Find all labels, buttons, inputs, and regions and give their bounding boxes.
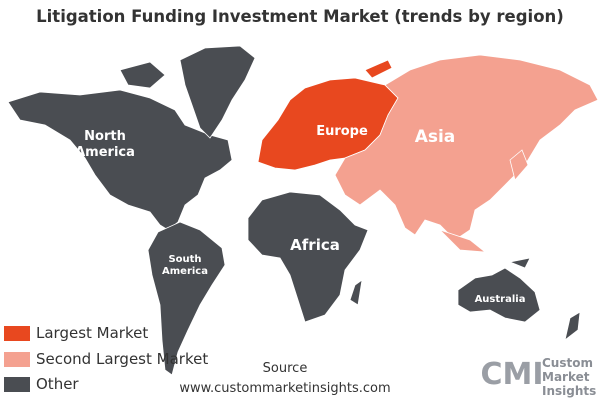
legend-swatch xyxy=(4,326,30,341)
continent xyxy=(364,59,393,79)
legend-label: Other xyxy=(36,375,79,393)
region-label-line: America xyxy=(75,145,135,160)
logo-mark: CMI xyxy=(480,357,543,392)
continent xyxy=(179,45,256,139)
legend: Largest Market Second Largest Market Oth… xyxy=(4,324,208,393)
region xyxy=(457,257,581,341)
legend-swatch xyxy=(4,377,30,392)
legend-label: Largest Market xyxy=(36,324,148,342)
map-title: Litigation Funding Investment Market (tr… xyxy=(36,7,564,26)
region xyxy=(147,221,226,376)
continent xyxy=(564,311,581,341)
region-label-line: Europe xyxy=(316,124,368,139)
region xyxy=(334,54,599,253)
continent xyxy=(439,229,487,253)
source-label: Source xyxy=(263,361,308,376)
continent xyxy=(508,257,531,269)
continent xyxy=(509,149,529,181)
logo: CMI Custom Market Insights xyxy=(480,356,596,398)
region xyxy=(7,45,256,231)
region-label: Africa xyxy=(290,236,340,254)
logo-text: Insights xyxy=(542,384,596,398)
logo-text: Custom xyxy=(542,356,593,370)
region-label: Europe xyxy=(316,124,368,139)
region-label: Australia xyxy=(475,294,526,305)
region-label-line: America xyxy=(162,266,208,277)
continent xyxy=(457,267,541,323)
region-label-line: Africa xyxy=(290,236,340,254)
region-label: North America xyxy=(75,129,135,160)
logo-text: Market xyxy=(542,370,590,384)
region-label: Asia xyxy=(415,127,456,147)
region-label-line: North xyxy=(84,129,126,144)
continent xyxy=(147,221,226,376)
legend-label: Second Largest Market xyxy=(36,350,208,368)
legend-swatch xyxy=(4,352,30,367)
continent xyxy=(119,61,166,89)
continent xyxy=(7,89,233,231)
region xyxy=(247,191,369,323)
region-label-line: Asia xyxy=(415,127,456,147)
region-label: South America xyxy=(162,254,208,277)
source-url: www.custommarketinsights.com xyxy=(179,381,390,396)
continent xyxy=(247,191,369,323)
region-label-line: South xyxy=(168,254,201,265)
continent xyxy=(334,54,599,241)
region-label-line: Australia xyxy=(475,294,526,305)
continent xyxy=(349,279,363,306)
